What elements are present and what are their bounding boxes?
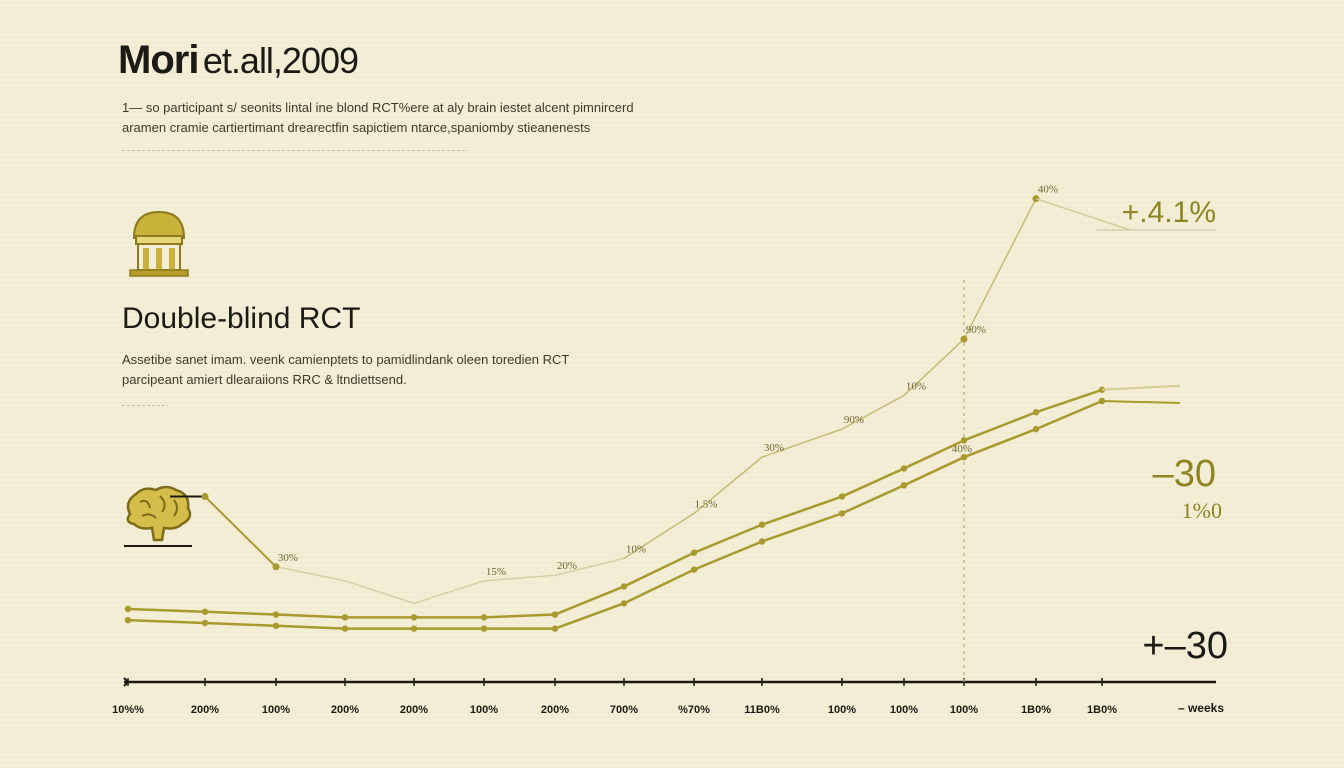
- series-point-upper: [480, 614, 488, 621]
- x-tick-label: 100%: [950, 704, 978, 716]
- series-point-lower: [410, 625, 418, 632]
- chart-title: Mori et.all,2009: [118, 38, 359, 83]
- study-description-line: Assetibe sanet imam. veenk camienptets t…: [122, 352, 570, 367]
- series-point-lower: [201, 619, 209, 627]
- series-point-upper: [272, 611, 280, 618]
- point-label: 10%: [906, 380, 926, 392]
- point-label: 1.5%: [695, 498, 718, 510]
- series-tail-upper: [1101, 384, 1181, 391]
- point-label: 30%: [764, 442, 784, 454]
- brain-icon: [120, 484, 196, 553]
- series-point-upper: [620, 583, 628, 590]
- trend-line-tail: [1035, 197, 1131, 231]
- annotation-marker: 40%: [952, 443, 972, 455]
- series-point-upper: [838, 493, 846, 500]
- series-point-upper: [341, 614, 349, 621]
- institution-icon: [128, 208, 190, 283]
- x-tick-label: 1B0%: [1087, 704, 1117, 716]
- trend-line-start: [204, 495, 277, 568]
- trend-point: [960, 335, 968, 343]
- point-label: 30%: [278, 552, 298, 564]
- header-description-line: aramen cramie cartiertimant drearectfin …: [122, 120, 591, 135]
- study-description-line: parcipeant amiert dlearaiions RRC & ltnd…: [122, 372, 407, 387]
- series-point-upper: [900, 465, 908, 472]
- study-subtitle: Double-blind RCT: [122, 302, 361, 335]
- trend-point: [201, 493, 209, 501]
- series-point-lower: [551, 625, 559, 632]
- x-tick-label: %70%: [678, 704, 710, 716]
- series-point-lower: [758, 538, 766, 545]
- x-tick-label: 700%: [610, 704, 638, 716]
- annotation-lower-end: 1%0: [1182, 498, 1222, 523]
- header-description: 1— so participant s/ seonits lintal ine …: [122, 98, 682, 138]
- series-point-lower: [124, 616, 132, 624]
- series-point-lower: [838, 510, 846, 517]
- x-tick-label: 200%: [191, 704, 219, 716]
- x-tick-label: 200%: [331, 704, 359, 716]
- series-point-upper: [551, 611, 559, 618]
- point-label: 10%: [626, 543, 646, 555]
- divider: [122, 150, 468, 151]
- series-point-lower: [620, 600, 628, 607]
- trend-line: [623, 198, 1037, 559]
- trend-point: [272, 563, 280, 571]
- trend-line-faint: [275, 557, 625, 605]
- series-point-upper: [960, 437, 968, 444]
- x-tick-label: 10%%: [112, 704, 144, 716]
- series-point-lower: [900, 482, 908, 489]
- series-line-lower: [127, 399, 1103, 630]
- series-point-upper: [758, 521, 766, 528]
- point-label: 90%: [966, 324, 986, 336]
- series-point-lower: [480, 625, 488, 632]
- series-point-lower: [341, 625, 349, 632]
- series-point-upper: [1032, 409, 1040, 416]
- x-tick-label: 1B0%: [1021, 704, 1051, 716]
- series-point-lower: [1032, 425, 1040, 433]
- series-point-upper: [690, 549, 698, 556]
- annotation-upper-end: –30: [1153, 453, 1216, 495]
- x-tick-label: 200%: [400, 704, 428, 716]
- point-label: 15%: [486, 566, 506, 578]
- point-label: 40%: [1038, 184, 1058, 196]
- divider: [122, 405, 168, 406]
- header-description-line: 1— so participant s/ seonits lintal ine …: [122, 100, 634, 115]
- x-tick-label: 100%: [828, 704, 856, 716]
- series-point-upper: [410, 614, 418, 621]
- title-year: et.all,2009: [202, 40, 359, 81]
- title-author: Mori: [118, 38, 199, 82]
- series-point-lower: [272, 622, 280, 629]
- study-description: Assetibe sanet imam. veenk camienptets t…: [122, 350, 622, 390]
- x-tick-label: 11B0%: [744, 704, 780, 716]
- x-axis-label: – weeks: [1178, 701, 1224, 715]
- series-line-upper: [127, 388, 1103, 619]
- x-tick-label: 100%: [470, 704, 498, 716]
- x-tick-label: 100%: [890, 704, 918, 716]
- x-tick-label: 100%: [262, 704, 290, 716]
- series-point-upper: [124, 605, 132, 613]
- series-point-lower: [960, 454, 968, 461]
- series-tail-lower: [1101, 400, 1181, 404]
- series-point-lower: [690, 566, 698, 573]
- annotation-peak: +.4.1%: [1122, 196, 1216, 229]
- series-point-upper: [201, 608, 209, 615]
- point-label: 20%: [557, 560, 577, 572]
- x-tick-label: 200%: [541, 704, 569, 716]
- point-label: 90%: [844, 414, 864, 426]
- annotation-baseline: +–30: [1142, 625, 1228, 667]
